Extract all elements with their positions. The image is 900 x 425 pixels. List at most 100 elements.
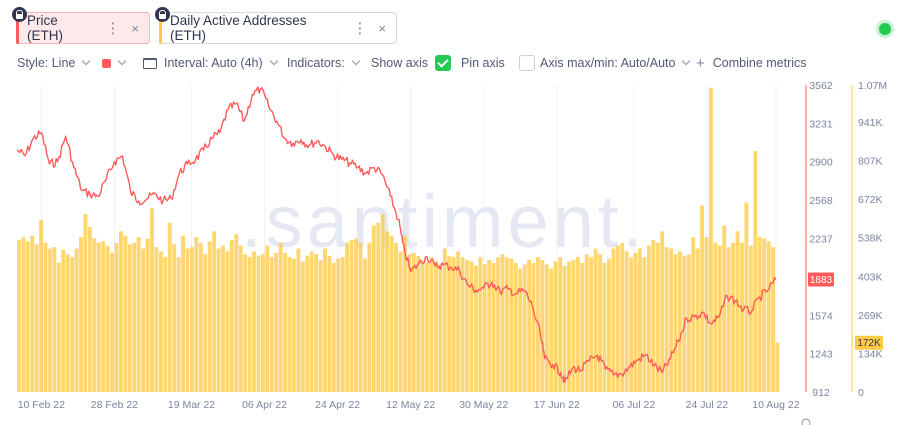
metric-chip-price[interactable]: Price (ETH) ⋮ × — [12, 7, 150, 44]
bar — [74, 248, 79, 392]
bar — [766, 241, 771, 392]
close-icon[interactable]: × — [131, 20, 139, 36]
bar — [274, 252, 279, 392]
bar — [336, 258, 341, 392]
bar — [331, 262, 336, 392]
bar — [513, 262, 518, 392]
bar — [549, 268, 554, 392]
zoom-icon[interactable] — [801, 418, 812, 425]
bar — [491, 262, 496, 392]
bar — [575, 257, 580, 392]
bar — [735, 231, 740, 392]
bar — [460, 257, 465, 392]
style-label: Style: Line — [17, 56, 76, 70]
checkbox-unchecked-icon[interactable] — [518, 55, 535, 71]
bar — [664, 247, 669, 392]
x-tick-label: 24 Jul 22 — [686, 399, 729, 411]
price-axis: 35623231290025682237190615741243912 — [809, 80, 833, 399]
color-swatch-icon — [102, 58, 111, 68]
bar — [402, 235, 407, 392]
bar — [775, 342, 780, 392]
bar — [456, 251, 461, 392]
bar — [398, 251, 403, 392]
bar — [509, 258, 514, 392]
bar — [132, 242, 137, 392]
addresses-tick-label: 134K — [858, 349, 883, 361]
bar — [496, 257, 500, 392]
bar — [292, 258, 296, 392]
axis-maxmin-dropdown[interactable]: Axis max/min: Auto/Auto — [540, 54, 691, 72]
vertical-dots-icon[interactable]: ⋮ — [105, 20, 120, 37]
bar — [522, 264, 527, 392]
interval-dropdown[interactable]: Interval: Auto (4h) — [143, 54, 278, 72]
bar — [527, 260, 531, 392]
bar — [207, 241, 212, 392]
pin-axis-toggle[interactable]: Pin axis — [461, 54, 535, 72]
bar — [221, 245, 225, 392]
color-picker[interactable] — [102, 54, 127, 72]
bar — [252, 251, 256, 392]
show-axis-toggle[interactable]: Show axis — [371, 54, 451, 72]
addresses-current-value: 172K — [855, 335, 883, 350]
bar — [136, 237, 141, 392]
bar — [394, 242, 398, 392]
bar — [753, 150, 758, 392]
bar — [646, 245, 651, 392]
x-tick-label: 06 Apr 22 — [242, 399, 287, 411]
bar — [482, 264, 487, 392]
price-tick-label: 1243 — [809, 349, 833, 361]
bar — [21, 237, 26, 392]
bar — [562, 265, 567, 392]
price-tick-label: 2568 — [809, 195, 833, 207]
metric-chip-daily-active-addresses[interactable]: Daily Active Addresses (ETH) ⋮ × — [155, 7, 397, 44]
vertical-dots-icon[interactable]: ⋮ — [352, 20, 367, 37]
bar — [185, 248, 190, 392]
bar — [651, 239, 656, 392]
bar — [309, 251, 314, 392]
bar — [256, 255, 261, 392]
bar — [212, 231, 217, 392]
bar — [553, 261, 558, 392]
close-icon[interactable]: × — [378, 20, 386, 36]
bar — [669, 248, 673, 392]
bar — [620, 242, 625, 392]
bar — [709, 87, 713, 393]
bar — [52, 247, 57, 392]
bar — [762, 238, 767, 392]
x-tick-label: 10 Feb 22 — [18, 399, 65, 411]
bar — [314, 254, 319, 392]
indicators-dropdown[interactable]: Indicators: — [287, 54, 360, 72]
combine-metrics-button[interactable]: + Combine metrics — [696, 54, 807, 72]
bar — [176, 257, 181, 392]
addresses-tick-label: 807K — [858, 155, 883, 167]
price-tick-label: 2237 — [809, 234, 833, 246]
bar — [105, 245, 110, 392]
bar — [686, 254, 691, 392]
bar — [283, 252, 287, 392]
bar — [376, 222, 381, 392]
lock-icon — [155, 7, 170, 22]
checkbox-checked-icon[interactable] — [434, 55, 451, 71]
bar — [150, 208, 154, 392]
bar — [598, 254, 602, 392]
bar — [305, 255, 310, 392]
metric-color-bar — [159, 12, 162, 44]
bar — [265, 245, 270, 392]
price-current-value: 1883 — [808, 272, 834, 287]
metric-chip-label: Price (ETH) — [27, 13, 63, 43]
bar — [354, 238, 358, 392]
bar — [629, 257, 634, 392]
bar — [345, 242, 350, 392]
bar — [487, 260, 492, 392]
bar — [216, 248, 221, 392]
metric-chip-label: Daily Active Addresses (ETH) — [170, 13, 307, 43]
bar — [79, 237, 83, 392]
bar — [655, 242, 660, 392]
style-dropdown[interactable]: Style: Line — [17, 54, 91, 72]
bar — [234, 234, 239, 392]
x-tick-label: 30 May 22 — [459, 399, 508, 411]
bar — [677, 251, 682, 392]
bar — [225, 251, 230, 392]
